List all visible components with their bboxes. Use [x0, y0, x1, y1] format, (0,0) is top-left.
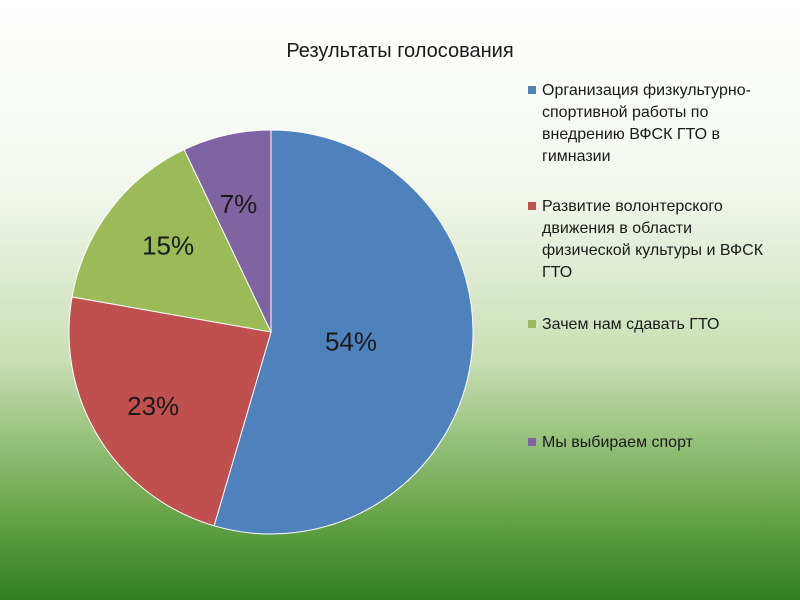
legend-item-4: Мы выбираем спорт: [528, 432, 768, 454]
legend-swatch-3: [528, 320, 536, 328]
legend-label-3: Зачем нам сдавать ГТО: [542, 316, 720, 333]
pie-slice-4: [183, 129, 272, 333]
data-label-1: 54%: [325, 326, 377, 356]
legend-item-1: Организация физкультурно-спортивной рабо…: [528, 80, 768, 168]
legend-label-2: Развитие волонтерского движения в област…: [542, 198, 764, 281]
pie-slice-2: [68, 296, 272, 527]
data-label-4: 7%: [220, 189, 258, 219]
pie-slice-1: [213, 129, 474, 535]
legend-item-3: Зачем нам сдавать ГТО: [528, 314, 768, 336]
legend-swatch-1: [528, 86, 536, 94]
legend-label-1: Организация физкультурно-спортивной рабо…: [542, 82, 751, 165]
chart-title: Результаты голосования: [286, 40, 514, 62]
data-label-2: 23%: [127, 391, 179, 421]
legend-swatch-2: [528, 202, 536, 210]
pie-slice-3: [71, 148, 272, 333]
data-label-3: 15%: [142, 231, 194, 261]
legend-item-2: Развитие волонтерского движения в област…: [528, 196, 768, 284]
legend-label-4: Мы выбираем спорт: [542, 434, 693, 451]
legend-swatch-4: [528, 438, 536, 446]
